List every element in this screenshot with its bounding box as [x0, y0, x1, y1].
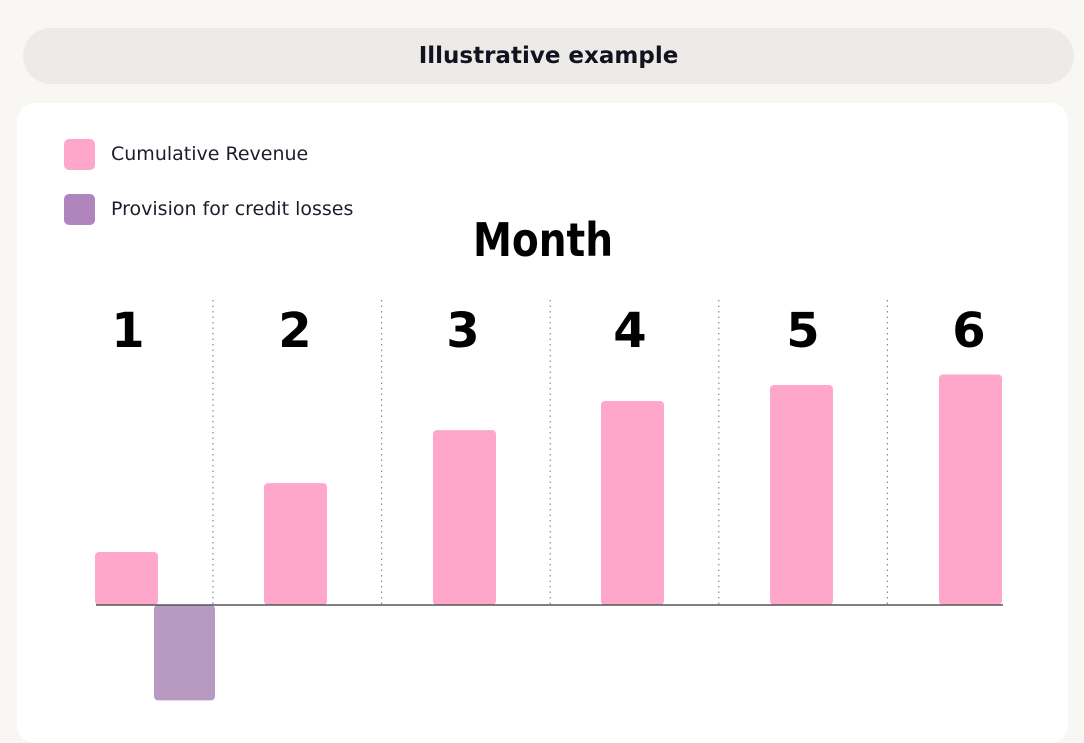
- bar-cumulative-revenue: [95, 552, 158, 605]
- legend: Cumulative Revenue Provision for credit …: [64, 138, 353, 248]
- bar-cumulative-revenue: [433, 430, 496, 605]
- chart-title: Month: [473, 214, 613, 268]
- legend-swatch-cumulative-revenue: [64, 138, 95, 170]
- header-pill: Illustrative example: [23, 28, 1074, 84]
- legend-label-provision: Provision for credit losses: [111, 198, 354, 220]
- month-label: 3: [446, 303, 479, 359]
- bar-cumulative-revenue: [264, 483, 327, 605]
- month-label: 2: [278, 303, 311, 359]
- bar-chart: Month 1 2 3 4 5 6: [95, 214, 1003, 701]
- legend-item-cumulative-revenue: Cumulative Revenue: [64, 138, 353, 170]
- month-label: 6: [952, 303, 985, 359]
- bar-provision-credit-losses: [154, 605, 215, 701]
- month-label: 4: [613, 303, 646, 359]
- legend-item-provision: Provision for credit losses: [64, 193, 353, 225]
- bar-cumulative-revenue: [939, 374, 1002, 605]
- legend-swatch-provision: [64, 193, 95, 225]
- bar-cumulative-revenue: [770, 385, 833, 605]
- month-label: 1: [111, 303, 144, 359]
- header-title: Illustrative example: [418, 43, 679, 69]
- legend-label-cumulative-revenue: Cumulative Revenue: [111, 143, 309, 165]
- month-label: 5: [786, 303, 819, 359]
- bar-cumulative-revenue: [601, 400, 664, 605]
